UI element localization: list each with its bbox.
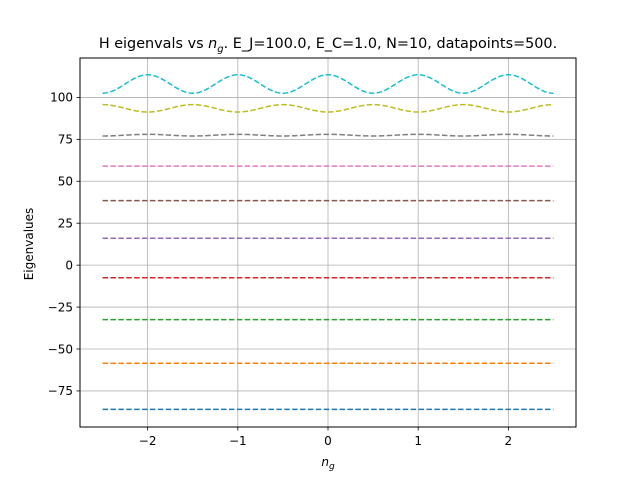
eigenvalue-series-7 — [102, 133, 554, 137]
y-tick-label: 100 — [50, 91, 73, 105]
x-tick-label: 2 — [505, 434, 513, 448]
y-tick-label: 0 — [65, 258, 73, 272]
x-axis-label: ng — [321, 455, 335, 472]
eigenvalue-series-9 — [102, 74, 554, 94]
y-tick-label: −25 — [48, 300, 73, 314]
x-tick-label: −1 — [229, 434, 247, 448]
y-tick-label: 75 — [58, 133, 73, 147]
eigenvalue-series-8 — [102, 103, 554, 113]
x-tick-label: −2 — [139, 434, 157, 448]
y-tick-label: 50 — [58, 175, 73, 189]
y-tick-label: 25 — [58, 217, 73, 231]
grid-lines — [80, 58, 576, 427]
y-tick-label: −75 — [48, 384, 73, 398]
x-tick-label: 0 — [324, 434, 332, 448]
chart-title: H eigenvals vs ng. E_J=100.0, E_C=1.0, N… — [99, 36, 557, 55]
x-axis-ticks: −2 −1 0 1 2 — [139, 427, 512, 448]
y-tick-label: −50 — [48, 342, 73, 356]
y-axis-ticks: −75 −50 −25 0 25 50 75 100 — [48, 91, 80, 398]
x-tick-label: 1 — [414, 434, 422, 448]
series-lines — [102, 74, 554, 411]
y-axis-label: Eigenvalues — [22, 208, 36, 281]
